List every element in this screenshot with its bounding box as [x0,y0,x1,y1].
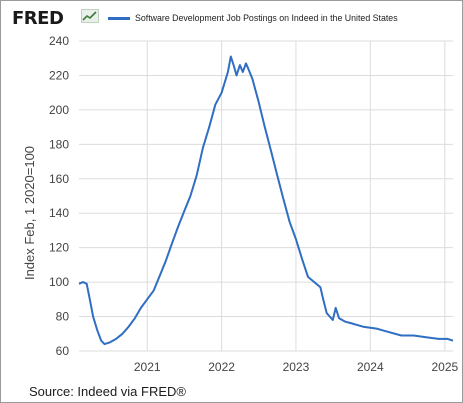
x-tick-label: 2021 [134,360,161,374]
y-tick-label: 80 [56,310,70,324]
y-tick-label: 60 [56,344,70,358]
legend-swatch [108,16,130,20]
chart-header: FRED Software Development Job Postings o… [1,1,462,37]
chart-legend: Software Development Job Postings on Ind… [108,13,398,23]
line-chart-icon [81,9,99,23]
y-axis-label: Index Feb, 1 2020=100 [22,146,37,280]
source-note: Source: Indeed via FRED® [29,384,186,399]
y-tick-label: 120 [49,241,69,255]
fred-logo[interactable]: FRED [12,8,64,29]
x-tick-label: 2025 [432,360,459,374]
y-tick-label: 160 [49,172,69,186]
y-tick-label: 220 [49,68,69,82]
x-tick-label: 2024 [357,360,384,374]
x-axis-ticks: 2021 2022 2023 2024 2025 [134,360,459,374]
y-tick-label: 200 [49,103,69,117]
legend-label: Software Development Job Postings on Ind… [135,13,398,23]
y-tick-label: 240 [49,34,69,48]
x-tick-label: 2023 [283,360,310,374]
y-tick-label: 180 [49,137,69,151]
y-tick-label: 100 [49,275,69,289]
x-tick-label: 2022 [208,360,235,374]
gridlines [79,40,453,352]
series-line [78,55,454,346]
y-axis-ticks: 60 80 100 120 140 160 180 200 220 240 [49,34,69,358]
y-tick-label: 140 [49,206,69,220]
